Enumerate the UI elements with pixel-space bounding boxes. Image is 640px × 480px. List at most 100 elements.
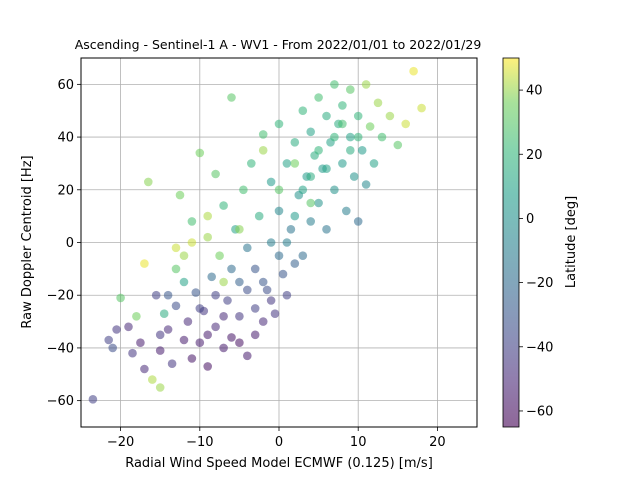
data-point — [171, 243, 181, 253]
data-point — [88, 395, 98, 404]
data-point — [330, 185, 339, 195]
data-point — [306, 172, 316, 181]
data-point — [136, 338, 145, 348]
colorbar-tick-label: −40 — [526, 340, 553, 355]
y-tick-label: −20 — [47, 289, 74, 304]
x-tick-label: −10 — [186, 435, 213, 450]
colorbar-ticks: −60 −40 −20 0 20 40 — [519, 84, 553, 419]
data-point — [155, 330, 165, 340]
data-point — [203, 232, 212, 242]
data-point — [227, 93, 236, 102]
data-point — [247, 159, 256, 168]
y-tick-label: 0 — [66, 236, 74, 251]
data-point — [159, 309, 169, 319]
y-axis-label: Raw Doppler Centroid [Hz] — [20, 155, 35, 328]
data-point — [175, 190, 185, 200]
data-point — [124, 322, 133, 332]
data-point — [314, 198, 323, 208]
data-point — [250, 264, 260, 274]
data-point — [262, 285, 272, 295]
y-tick-label: 20 — [57, 183, 74, 198]
data-point — [243, 243, 252, 253]
data-point — [393, 140, 403, 150]
data-point — [203, 330, 212, 340]
data-point — [211, 322, 220, 332]
data-point — [167, 359, 177, 369]
data-point — [171, 264, 181, 274]
colorbar — [503, 58, 519, 427]
x-tick-label: 10 — [350, 435, 367, 450]
data-point — [282, 159, 292, 168]
data-point — [235, 338, 244, 348]
data-point — [286, 225, 296, 234]
data-point — [338, 101, 347, 110]
data-point — [274, 251, 284, 260]
data-point — [116, 293, 125, 303]
data-point — [132, 312, 141, 321]
data-point — [290, 211, 300, 221]
data-point — [215, 251, 224, 260]
data-point — [314, 146, 323, 155]
data-point — [163, 290, 173, 300]
x-axis-ticks: −20 −10 0 10 20 — [107, 427, 446, 450]
data-point — [243, 351, 252, 361]
data-point — [239, 185, 248, 195]
data-point — [128, 348, 137, 358]
data-point — [108, 343, 117, 353]
data-point — [353, 111, 363, 121]
data-point — [155, 383, 165, 392]
data-point — [401, 119, 411, 129]
x-axis-label: Radial Wind Speed Model ECMWF (0.125) [m… — [125, 456, 433, 471]
data-point — [191, 288, 201, 297]
data-point — [151, 290, 161, 300]
data-point — [346, 132, 355, 142]
data-point — [357, 146, 367, 155]
data-point — [187, 217, 197, 226]
data-point — [353, 132, 363, 142]
data-point — [369, 159, 379, 168]
data-point — [203, 362, 212, 371]
data-point — [211, 290, 220, 300]
data-point — [211, 169, 220, 179]
colorbar-tick-label: 40 — [526, 84, 543, 99]
data-point — [409, 66, 418, 76]
data-point — [385, 111, 395, 121]
data-point — [290, 159, 300, 168]
data-point — [361, 180, 371, 189]
data-point — [179, 277, 189, 287]
data-point — [219, 277, 228, 287]
data-point — [338, 159, 347, 168]
data-point — [144, 177, 153, 187]
colorbar-tick-label: −20 — [526, 276, 553, 291]
grid-lines — [81, 58, 477, 427]
data-point — [227, 264, 236, 274]
data-point — [330, 132, 339, 142]
data-point — [235, 312, 244, 321]
data-point — [250, 304, 260, 313]
y-tick-label: 60 — [57, 78, 74, 93]
data-point — [417, 103, 426, 113]
data-point — [112, 325, 121, 334]
data-point — [227, 333, 236, 342]
data-point — [306, 127, 316, 137]
data-point — [274, 185, 284, 195]
y-tick-label: 40 — [57, 131, 74, 146]
data-point — [274, 119, 284, 129]
data-point — [254, 211, 264, 221]
data-point — [298, 251, 308, 260]
data-point — [270, 309, 280, 319]
y-axis-ticks: −60 −40 −20 0 20 40 60 — [47, 78, 81, 409]
data-point — [179, 251, 189, 260]
data-point — [207, 272, 216, 282]
data-point — [235, 277, 244, 287]
y-tick-label: −60 — [47, 394, 74, 409]
data-point — [250, 330, 260, 340]
data-point — [171, 301, 181, 311]
data-point — [243, 285, 252, 295]
data-point — [219, 201, 228, 210]
data-point — [258, 317, 268, 326]
data-point — [282, 238, 292, 247]
data-point — [266, 177, 276, 187]
data-point — [373, 98, 383, 108]
